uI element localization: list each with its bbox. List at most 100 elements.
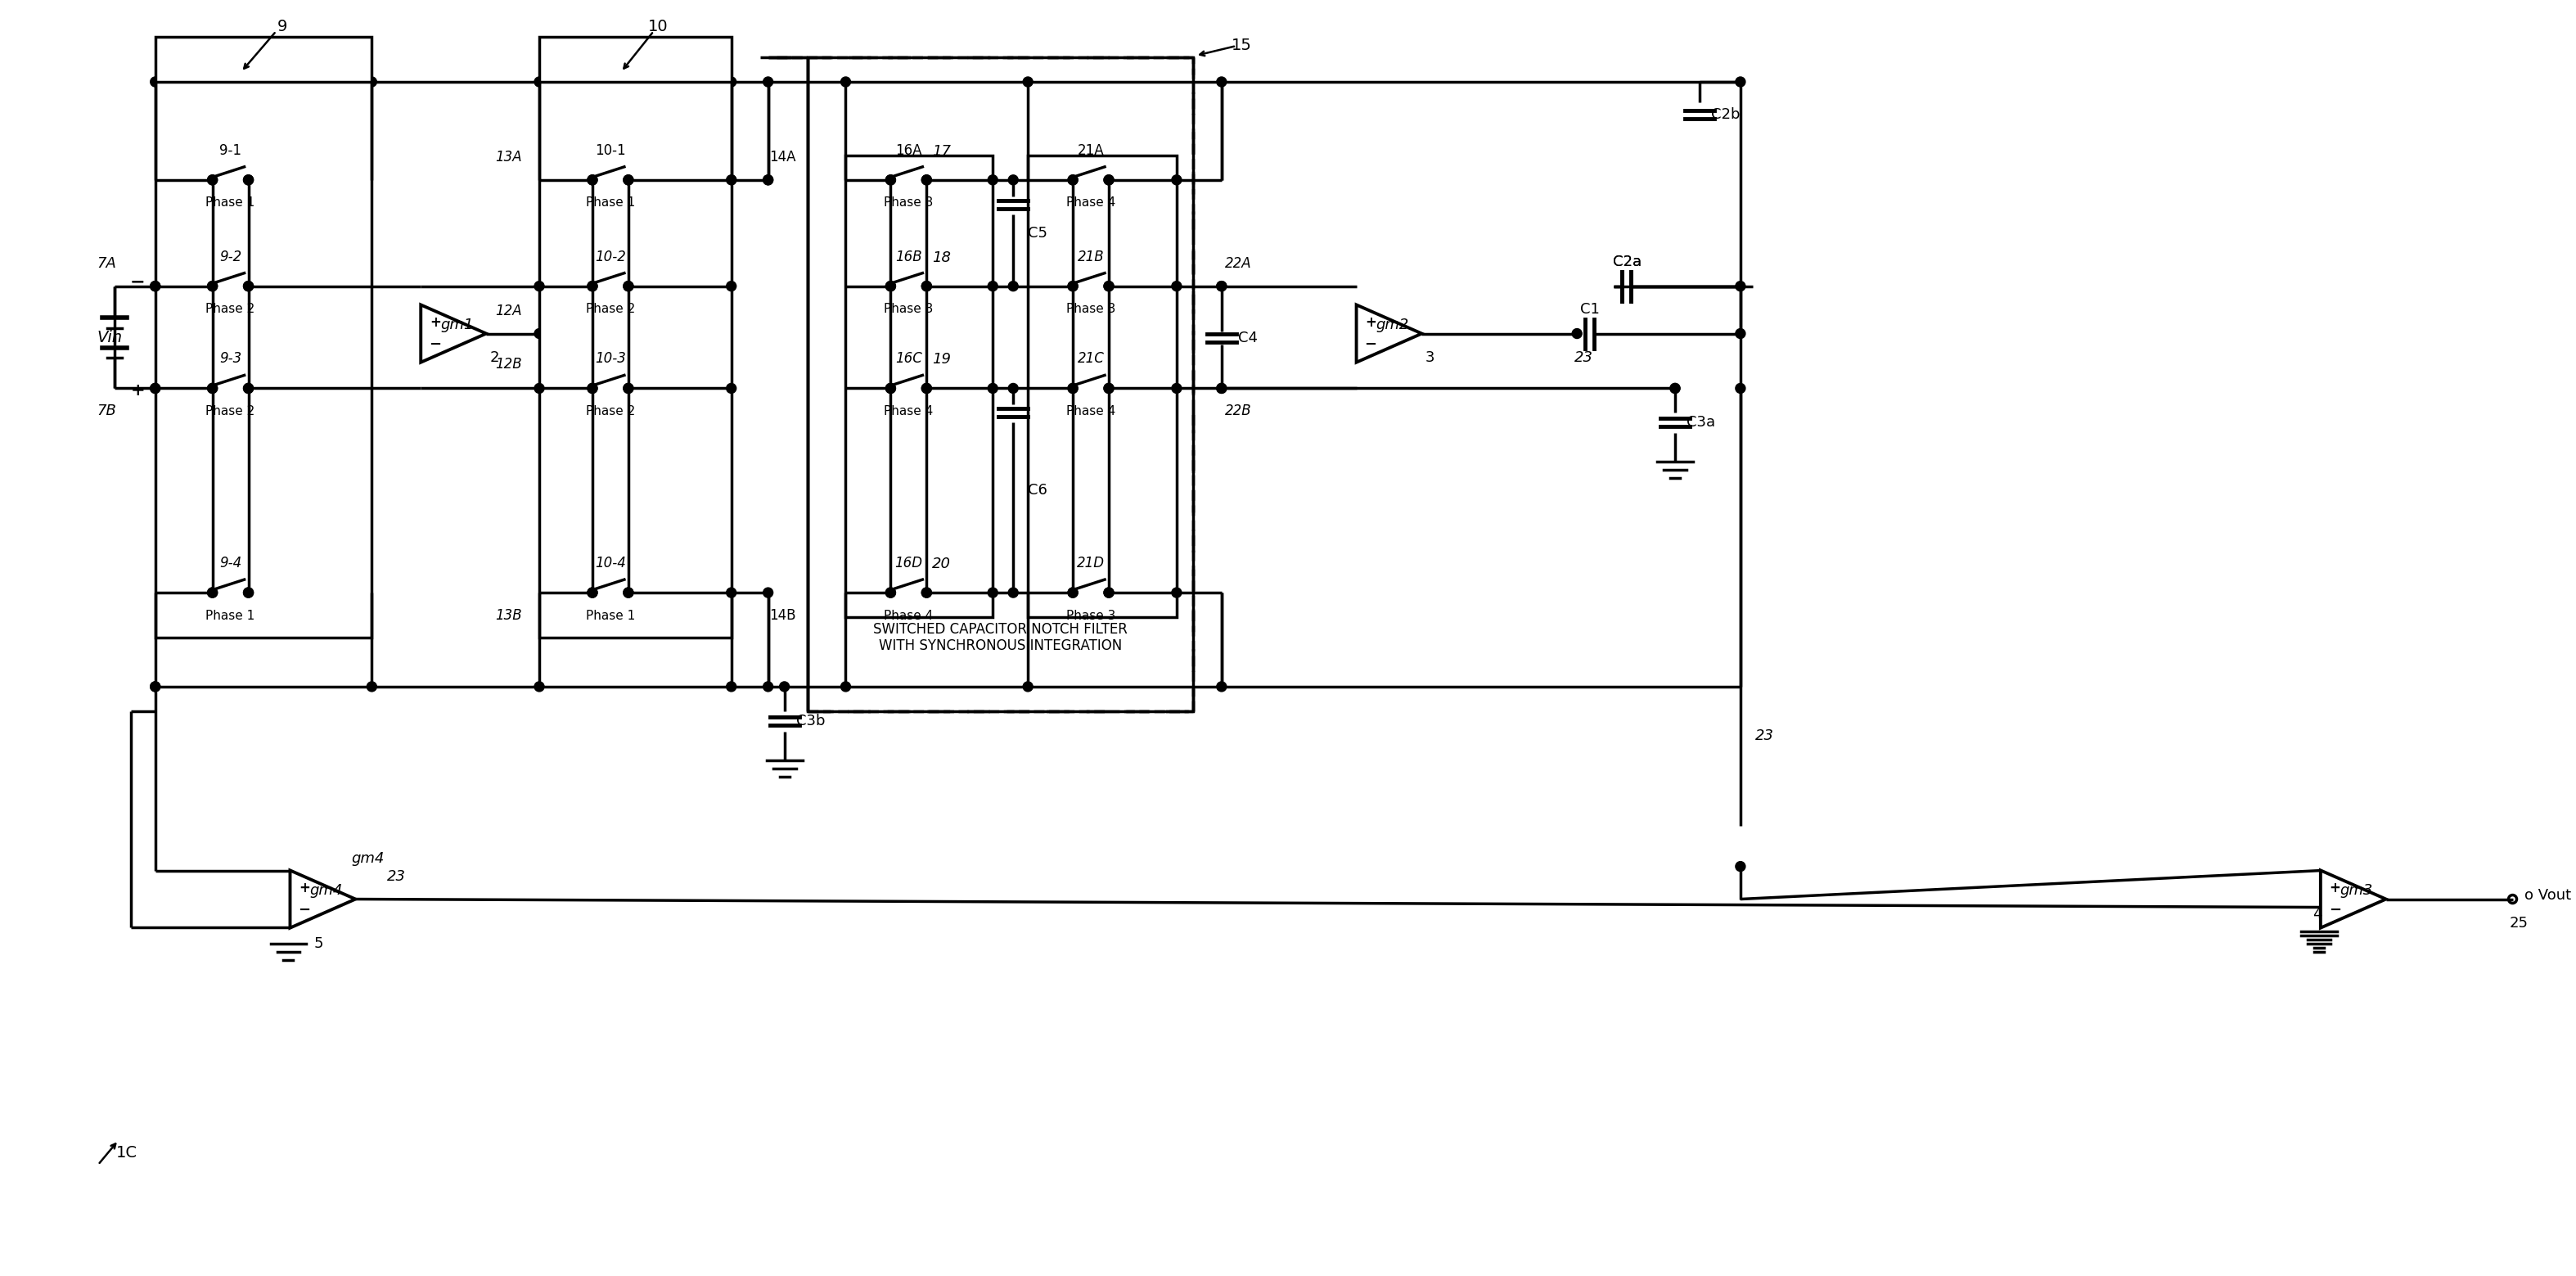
Circle shape: [726, 77, 737, 87]
Text: C2a: C2a: [1613, 254, 1641, 269]
Text: 18: 18: [933, 250, 951, 265]
Circle shape: [726, 588, 737, 597]
Circle shape: [587, 281, 598, 291]
Text: 22B: 22B: [1224, 403, 1252, 419]
Text: Phase 2: Phase 2: [206, 404, 255, 417]
Text: 10-2: 10-2: [595, 249, 626, 264]
Circle shape: [149, 681, 160, 692]
Circle shape: [209, 281, 216, 291]
Circle shape: [1172, 588, 1182, 597]
Text: Phase 1: Phase 1: [585, 610, 636, 621]
Circle shape: [922, 281, 933, 291]
Text: 13A: 13A: [495, 149, 520, 165]
Text: 12A: 12A: [495, 304, 520, 318]
Text: Phase 3: Phase 3: [884, 302, 933, 315]
Circle shape: [209, 175, 216, 185]
Circle shape: [1216, 383, 1226, 393]
Circle shape: [726, 175, 737, 185]
Text: 20: 20: [933, 556, 951, 572]
Circle shape: [1172, 175, 1182, 185]
Text: Phase 4: Phase 4: [1066, 404, 1115, 417]
Text: 23: 23: [1574, 351, 1592, 365]
Circle shape: [1007, 588, 1018, 597]
Text: 4: 4: [2313, 906, 2321, 921]
Text: Phase 4: Phase 4: [1066, 197, 1115, 209]
Circle shape: [987, 175, 997, 185]
Bar: [806, 57, 1193, 711]
Circle shape: [1571, 329, 1582, 338]
Circle shape: [886, 175, 896, 185]
Circle shape: [922, 383, 933, 393]
Text: 21C: 21C: [1077, 351, 1105, 366]
Text: −: −: [299, 903, 312, 917]
Circle shape: [245, 281, 252, 291]
Text: Vin: Vin: [98, 330, 124, 346]
Text: 21A: 21A: [1077, 143, 1105, 158]
Circle shape: [366, 77, 376, 87]
Text: Phase 4: Phase 4: [884, 404, 933, 417]
Circle shape: [840, 681, 850, 692]
Circle shape: [533, 681, 544, 692]
Text: 16C: 16C: [896, 351, 922, 366]
Text: 21D: 21D: [1077, 556, 1105, 570]
Circle shape: [1736, 281, 1747, 291]
Circle shape: [245, 175, 252, 185]
Circle shape: [1172, 383, 1182, 393]
Text: +: +: [131, 383, 144, 399]
Text: Phase 1: Phase 1: [585, 197, 636, 209]
Circle shape: [1216, 281, 1226, 291]
Text: 14B: 14B: [770, 609, 796, 623]
Text: Phase 1: Phase 1: [206, 197, 255, 209]
Circle shape: [209, 588, 216, 597]
Circle shape: [886, 281, 896, 291]
Text: C3a: C3a: [1687, 415, 1716, 430]
Circle shape: [1669, 383, 1680, 393]
Text: 5: 5: [314, 937, 325, 952]
Text: 15: 15: [1231, 37, 1252, 52]
Circle shape: [245, 383, 252, 393]
Text: C1: C1: [1579, 301, 1600, 316]
Circle shape: [245, 588, 252, 597]
Text: o Vout: o Vout: [2524, 888, 2571, 902]
Text: 17: 17: [933, 144, 951, 158]
Text: 2: 2: [489, 351, 500, 365]
Circle shape: [1023, 77, 1033, 87]
Text: 3: 3: [1425, 351, 1435, 365]
Text: Phase 2: Phase 2: [206, 302, 255, 315]
Bar: [845, 156, 992, 618]
Text: 9-4: 9-4: [219, 556, 242, 570]
Bar: [1028, 156, 1177, 618]
Text: 10-1: 10-1: [595, 143, 626, 158]
Circle shape: [533, 329, 544, 338]
Text: 10-3: 10-3: [595, 351, 626, 366]
Circle shape: [1069, 175, 1077, 185]
Circle shape: [587, 175, 598, 185]
Circle shape: [1069, 281, 1077, 291]
Text: +: +: [430, 315, 440, 329]
Circle shape: [762, 588, 773, 597]
Text: 22A: 22A: [1224, 256, 1252, 271]
Circle shape: [1736, 77, 1747, 87]
Circle shape: [1216, 383, 1226, 393]
Circle shape: [987, 383, 997, 393]
Text: C5: C5: [1028, 226, 1048, 240]
Text: 16A: 16A: [896, 143, 922, 158]
Circle shape: [922, 175, 933, 185]
Text: 12B: 12B: [495, 357, 520, 373]
Text: −: −: [131, 274, 144, 290]
Circle shape: [623, 588, 634, 597]
Circle shape: [149, 77, 160, 87]
Text: gm4: gm4: [309, 883, 343, 898]
Text: 9: 9: [276, 18, 286, 34]
Text: 10: 10: [647, 18, 667, 34]
Polygon shape: [420, 305, 487, 362]
Circle shape: [1007, 175, 1018, 185]
Text: Phase 3: Phase 3: [1066, 610, 1115, 621]
Circle shape: [762, 681, 773, 692]
Text: C2b: C2b: [1710, 107, 1741, 122]
Text: 9-3: 9-3: [219, 351, 242, 366]
Circle shape: [623, 281, 634, 291]
Circle shape: [781, 681, 788, 692]
Circle shape: [726, 175, 737, 185]
Text: C3b: C3b: [796, 713, 824, 729]
